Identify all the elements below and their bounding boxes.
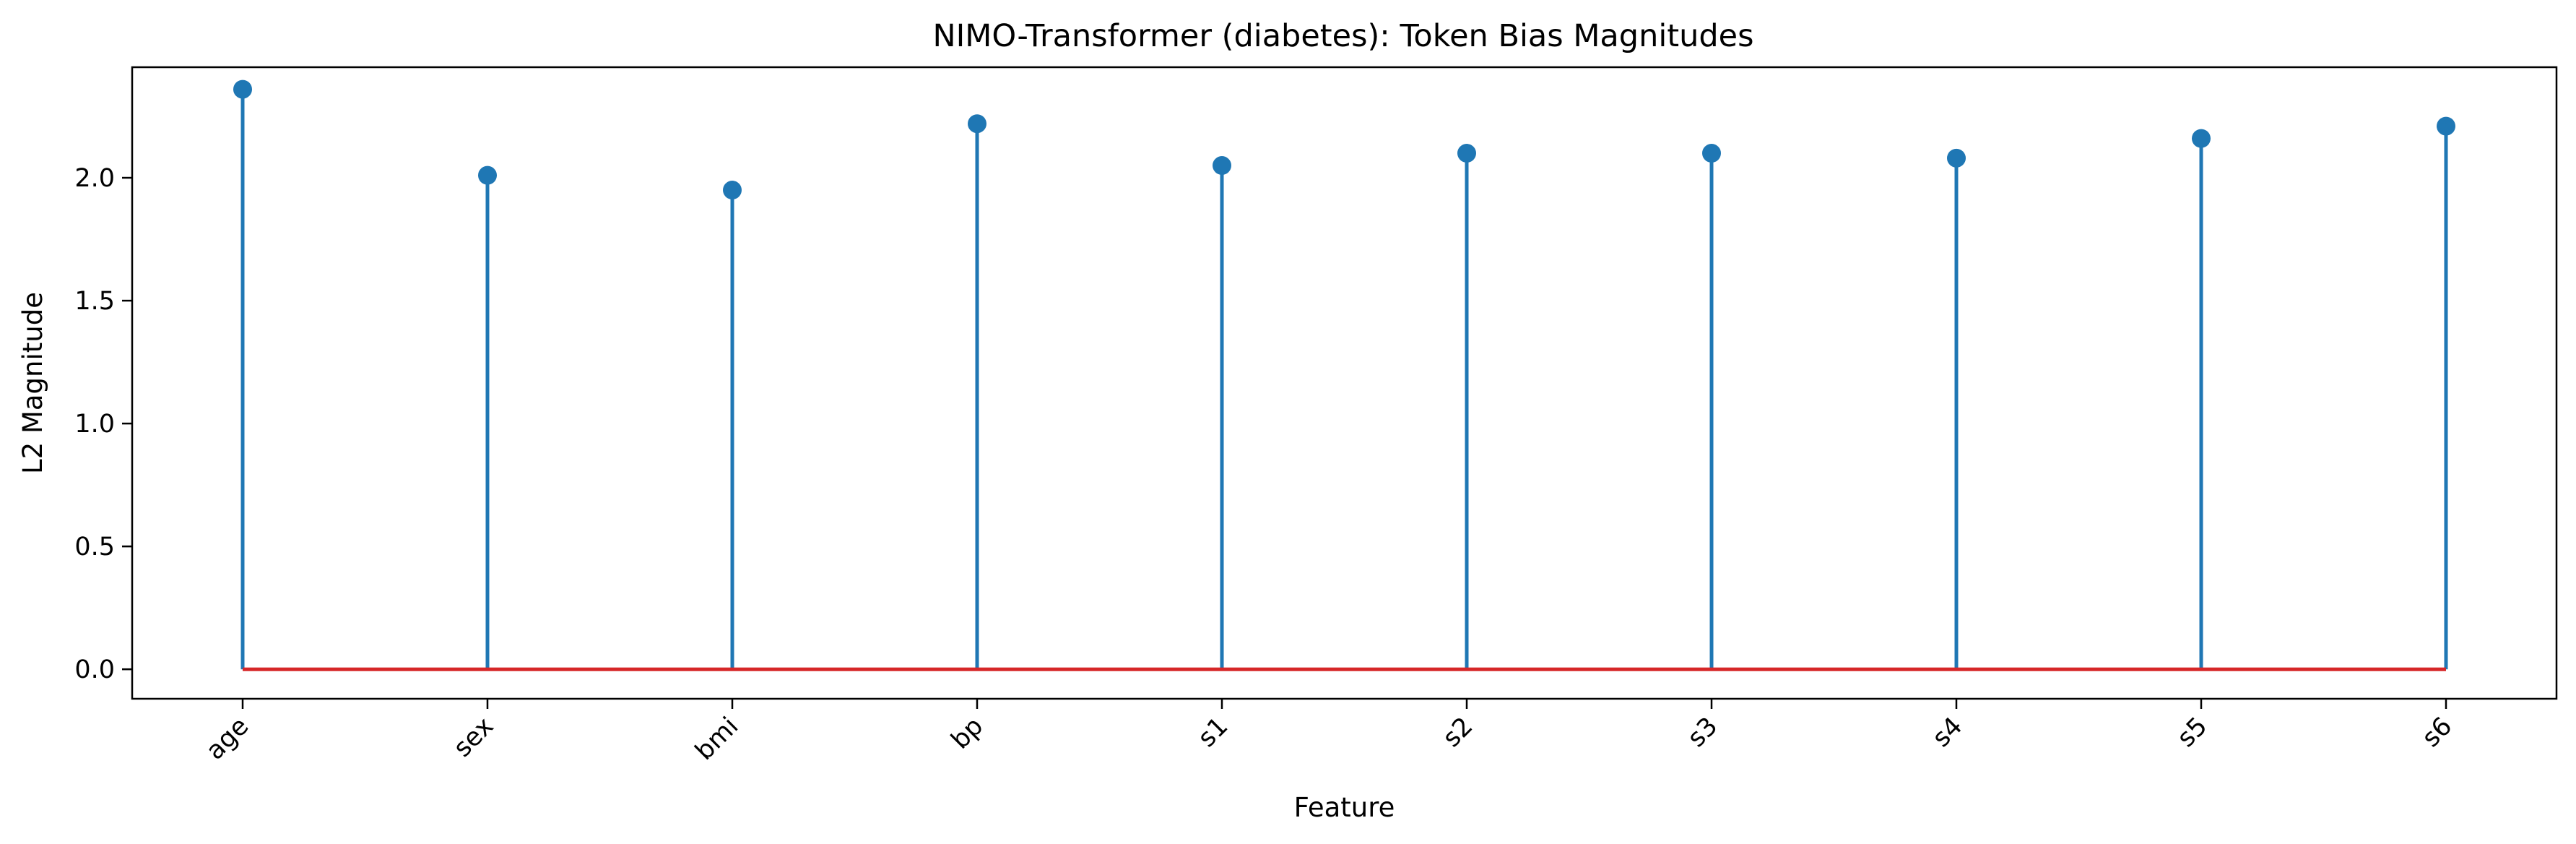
x-tick-label-sex: sex — [448, 712, 500, 763]
marker-s6 — [2437, 116, 2455, 136]
marker-bp — [968, 114, 986, 134]
y-tick-label: 1.0 — [74, 410, 115, 439]
y-tick-label: 0.0 — [74, 655, 115, 684]
x-tick-label-s5: s5 — [2172, 712, 2213, 753]
x-tick-label-bmi: bmi — [690, 712, 744, 766]
marker-s1 — [1213, 156, 1231, 176]
x-axis-label: Feature — [1294, 792, 1395, 823]
x-tick-label-s1: s1 — [1192, 712, 1233, 753]
y-axis: 0.0 0.5 1.0 1.5 2.0 — [74, 164, 132, 684]
y-tick-label: 2.0 — [74, 164, 115, 193]
x-tick-label-s4: s4 — [1927, 712, 1968, 753]
marker-bmi — [723, 181, 742, 200]
x-tick-label-s3: s3 — [1682, 712, 1723, 753]
marker-sex — [478, 165, 497, 185]
plot-frame — [131, 66, 2558, 700]
marker-age — [233, 79, 252, 99]
x-axis: age sex bmi bp s1 s2 s3 s4 s5 s6 — [201, 699, 2458, 766]
marker-s3 — [1702, 144, 1721, 163]
x-tick-label-bp: bp — [946, 712, 989, 755]
x-tick-label-age: age — [201, 712, 254, 765]
chart-title: NIMO-Transformer (diabetes): Token Bias … — [932, 18, 1753, 54]
y-tick-label: 0.5 — [74, 533, 115, 561]
marker-s4 — [1947, 148, 1966, 168]
y-tick-label: 1.5 — [74, 287, 115, 316]
y-axis-label: L2 Magnitude — [17, 292, 48, 474]
stems — [233, 79, 2455, 671]
marker-s5 — [2192, 129, 2211, 148]
x-tick-label-s6: s6 — [2416, 712, 2458, 753]
x-tick-label-s2: s2 — [1437, 712, 1478, 753]
marker-s2 — [1457, 144, 1476, 163]
